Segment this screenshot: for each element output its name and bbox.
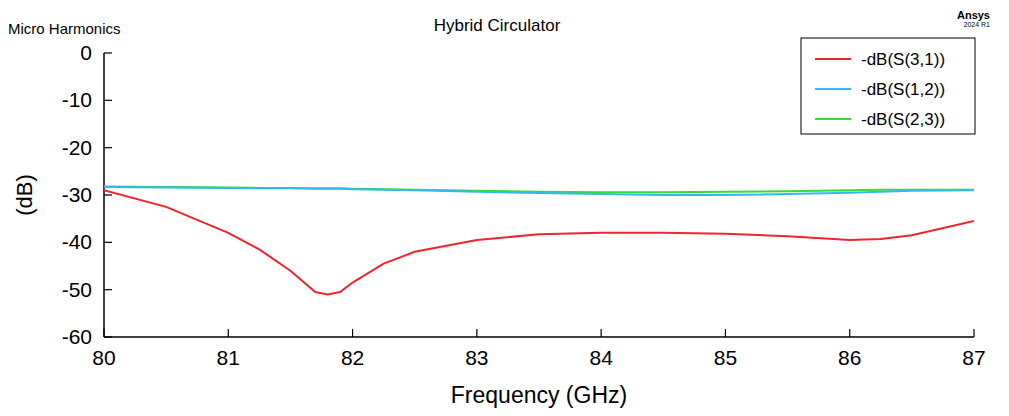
y-axis-label: (dB)	[12, 174, 37, 216]
title: Hybrid Circulator	[434, 16, 561, 35]
chart: Micro Harmonics Hybrid Circulator Ansys202…	[0, 0, 1009, 416]
annotation: Ansys	[957, 9, 990, 21]
legend-box	[801, 38, 975, 134]
y-tick-label: -20	[62, 136, 92, 159]
legend-label: -dB(S(2,3))	[861, 110, 945, 129]
x-tick	[476, 329, 477, 337]
y-tick	[104, 289, 112, 290]
y-tick-label: 0	[80, 41, 92, 64]
x-tick	[103, 329, 104, 337]
y-tick-label: -10	[62, 88, 92, 111]
x-axis	[104, 336, 974, 338]
x-tick	[973, 329, 974, 337]
legend: -dB(S(3,1)) -dB(S(1,2)) -dB(S(2,3))	[801, 38, 975, 134]
legend-label: -dB(S(1,2))	[861, 80, 945, 99]
y-tick-label: -30	[62, 183, 92, 206]
x-tick	[725, 329, 726, 337]
annotation: 2024 R1	[964, 21, 991, 28]
annotation: Micro Harmonics	[8, 20, 121, 37]
legend-swatch	[815, 118, 851, 120]
x-tick-label: 87	[962, 346, 985, 369]
x-tick	[352, 329, 353, 337]
legend-swatch	[815, 88, 851, 90]
legend-swatch	[815, 58, 851, 60]
y-tick	[104, 100, 112, 101]
x-tick-label: 81	[217, 346, 240, 369]
legend-label: -dB(S(3,1))	[861, 50, 945, 69]
y-tick-label: -50	[62, 278, 92, 301]
y-tick-label: -40	[62, 230, 92, 253]
x-tick-label: 84	[589, 346, 613, 369]
y-tick	[104, 147, 112, 148]
series-line	[104, 190, 974, 294]
y-tick	[104, 336, 112, 337]
x-tick-label: 85	[714, 346, 737, 369]
y-tick	[104, 52, 112, 53]
x-tick	[228, 329, 229, 337]
x-tick-label: 86	[838, 346, 861, 369]
x-tick	[849, 329, 850, 337]
plot-area	[104, 186, 974, 294]
x-tick-label: 83	[465, 346, 488, 369]
x-tick	[601, 329, 602, 337]
y-tick-label: -60	[62, 325, 92, 348]
x-axis-label: Frequency (GHz)	[451, 382, 627, 408]
y-tick	[104, 194, 112, 195]
series-line	[104, 187, 974, 195]
x-tick-label: 80	[92, 346, 115, 369]
x-tick-label: 82	[341, 346, 364, 369]
y-tick	[104, 242, 112, 243]
